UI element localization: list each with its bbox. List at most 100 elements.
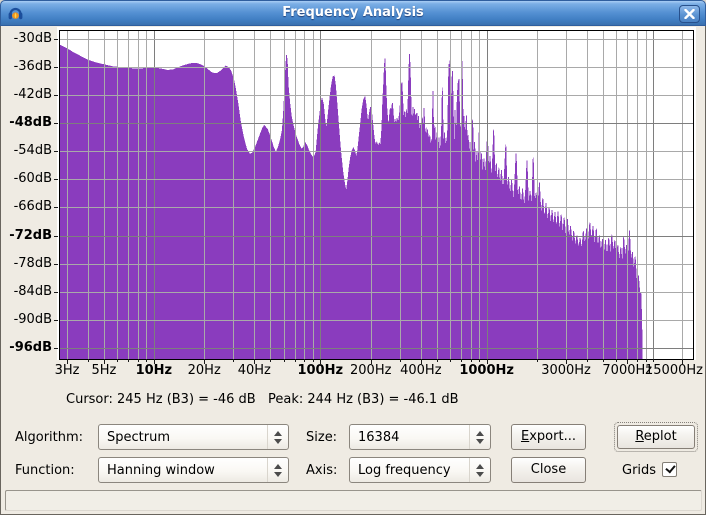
y-axis-label: -72dB — [9, 227, 52, 243]
replot-focus-ring: Replot — [614, 422, 698, 452]
x-axis-label: 400Hz — [400, 363, 442, 378]
spectrum-chart — [59, 31, 693, 360]
y-axis-tick — [54, 291, 58, 293]
spectrum-plot[interactable] — [59, 30, 694, 360]
x-axis-label: 20Hz — [187, 363, 221, 378]
algorithm-label: Algorithm: — [15, 430, 84, 445]
x-axis-tick — [646, 359, 647, 362]
x-axis-tick — [154, 359, 155, 364]
y-axis-label: -30dB — [13, 31, 52, 46]
x-axis-tick — [254, 359, 255, 364]
x-axis-label: 3000Hz — [541, 363, 591, 378]
x-axis-tick — [270, 359, 271, 362]
y-axis-label: -42dB — [13, 87, 52, 103]
x-axis-tick — [653, 359, 654, 362]
x-axis-tick — [479, 359, 480, 362]
y-axis-label: -36dB — [13, 59, 52, 75]
x-axis-tick — [587, 359, 588, 362]
y-axis-label: -60dB — [13, 171, 52, 187]
x-axis-tick — [400, 359, 401, 362]
y-axis-tick — [54, 207, 58, 209]
x-axis-tick — [67, 359, 68, 364]
grids-label: Grids — [622, 463, 657, 478]
spinner-arrows-icon — [469, 425, 490, 449]
replot-button[interactable]: Replot — [617, 425, 695, 449]
window-title: Frequency Analysis — [282, 5, 424, 20]
y-axis-label: -48dB — [9, 115, 52, 131]
export-button[interactable]: Export... — [511, 424, 586, 450]
x-axis-label: 5Hz — [91, 363, 117, 378]
x-axis-tick — [371, 359, 372, 364]
close-icon — [684, 9, 695, 19]
size-value: 16384 — [358, 430, 400, 445]
spinner-arrows-icon — [469, 458, 490, 482]
y-axis-tick — [54, 67, 58, 69]
x-axis-tick — [204, 359, 205, 364]
x-axis-tick — [450, 359, 451, 362]
grids-checkbox[interactable] — [662, 462, 677, 477]
x-axis-tick — [138, 359, 139, 362]
x-axis-tick — [233, 359, 234, 362]
spinner-arrows-icon — [267, 425, 288, 449]
function-select[interactable]: Hanning window — [98, 457, 289, 483]
x-axis-tick — [487, 359, 488, 364]
y-axis-tick — [54, 319, 58, 321]
x-axis-tick — [461, 359, 462, 362]
dialog-body: -30dB -36dB -42dB -48dB -54dB -60dB -66dB -72dB… — [0, 26, 706, 515]
x-axis-tick — [437, 359, 438, 362]
y-axis-tick — [54, 95, 58, 97]
x-axis-tick — [295, 359, 296, 362]
x-axis-tick — [471, 359, 472, 362]
x-axis-tick — [104, 359, 105, 364]
x-axis-tick — [284, 359, 285, 362]
spectrum-plot-panel — [57, 27, 696, 360]
x-axis-label: 40Hz — [237, 363, 271, 378]
x-axis-tick — [537, 359, 538, 362]
x-axis-label: 1000Hz — [459, 363, 514, 378]
audacity-icon — [7, 5, 24, 22]
y-axis-label: -84dB — [13, 283, 52, 299]
x-axis-tick — [566, 359, 567, 364]
check-icon — [665, 462, 676, 474]
size-select[interactable]: 16384 — [349, 424, 491, 450]
y-axis-tick — [54, 179, 58, 181]
x-axis-tick — [146, 359, 147, 362]
spinner-arrows-icon — [267, 458, 288, 482]
axis-label: Axis: — [306, 463, 338, 478]
x-axis-tick — [304, 359, 305, 362]
x-axis-tick — [313, 359, 314, 362]
x-axis-tick — [627, 359, 628, 364]
x-axis-label: 200Hz — [350, 363, 392, 378]
peak-readout: Peak: 244 Hz (B3) = -46.1 dB — [268, 392, 459, 407]
x-axis-tick — [421, 359, 422, 364]
y-axis-label: -96dB — [9, 339, 52, 355]
close-dialog-button[interactable]: Close — [511, 457, 586, 483]
close-button[interactable] — [679, 5, 700, 23]
y-axis-label: -90dB — [13, 311, 52, 327]
x-axis-tick — [88, 359, 89, 362]
y-axis-tick — [54, 151, 58, 153]
y-axis-tick — [54, 235, 58, 237]
x-axis-tick — [128, 359, 129, 362]
x-axis-tick — [117, 359, 118, 362]
x-axis-tick — [603, 359, 604, 362]
x-axis-label: 15000Hz — [645, 363, 703, 378]
titlebar[interactable]: Frequency Analysis — [0, 0, 706, 26]
y-axis-tick — [54, 123, 58, 125]
y-axis-label: -54dB — [13, 143, 52, 159]
y-axis-label: -78dB — [13, 255, 52, 271]
y-axis-label: -66dB — [13, 199, 52, 215]
cursor-peak-readout: Cursor: 245 Hz (B3) = -46 dB Peak: 244 H… — [1, 392, 706, 408]
x-axis-tick — [637, 359, 638, 362]
x-axis-label: 3Hz — [54, 363, 80, 378]
x-axis-label: 7000Hz — [602, 363, 653, 378]
axis-select[interactable]: Log frequency — [349, 457, 491, 483]
function-label: Function: — [15, 463, 75, 478]
x-axis-tick — [616, 359, 617, 362]
cursor-readout: Cursor: 245 Hz (B3) = -46 dB — [66, 392, 256, 407]
algorithm-value: Spectrum — [107, 430, 170, 445]
axis-value: Log frequency — [358, 463, 451, 478]
x-axis-tick — [682, 359, 683, 364]
algorithm-select[interactable]: Spectrum — [98, 424, 289, 450]
